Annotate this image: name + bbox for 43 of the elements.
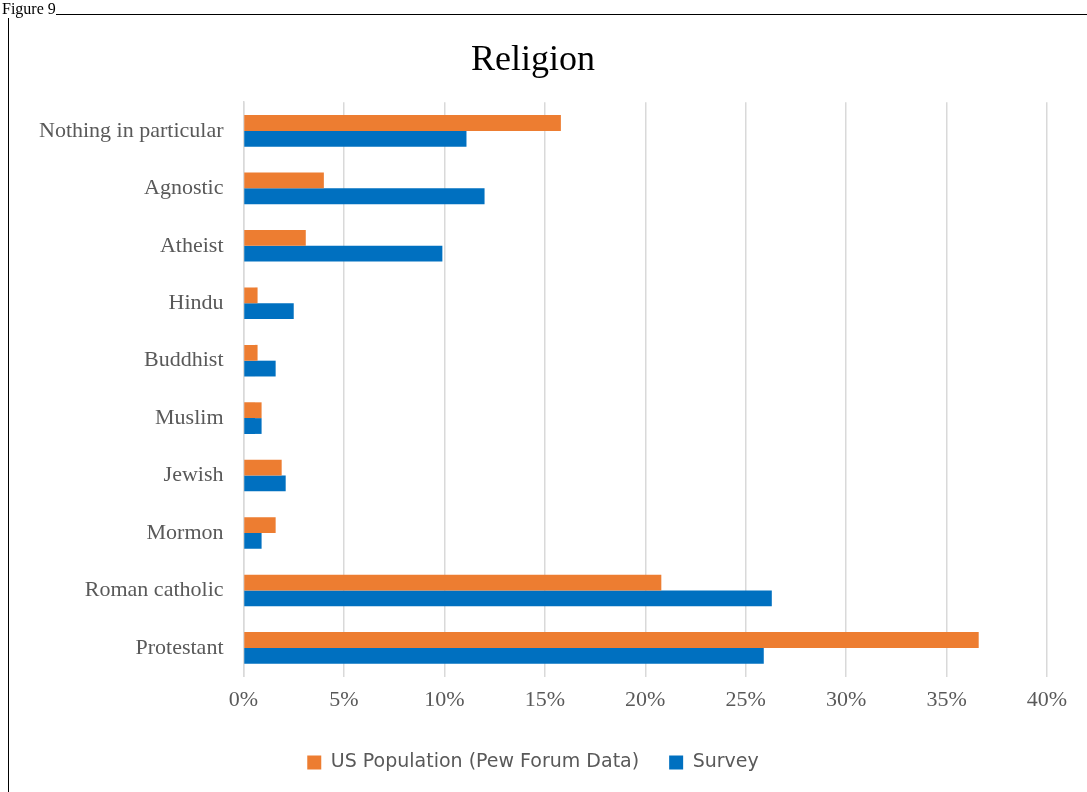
y-tick-label: Protestant: [135, 633, 224, 659]
bar: [244, 418, 262, 434]
x-tick-label: 10%: [424, 685, 465, 711]
y-tick-label: Jewish: [163, 461, 224, 487]
x-tick-label: 5%: [329, 685, 359, 711]
bar: [244, 115, 561, 131]
bar: [244, 230, 306, 246]
y-tick-label: Muslim: [155, 403, 224, 429]
chart-title: Religion: [471, 38, 595, 79]
x-tick-label: 40%: [1026, 685, 1068, 711]
bar: [244, 647, 764, 664]
y-tick-label: Roman catholic: [84, 576, 224, 602]
bar: [244, 517, 276, 533]
bar: [244, 360, 276, 377]
x-tick-label: 35%: [926, 685, 967, 711]
bar: [244, 188, 485, 205]
x-tick-label: 30%: [825, 685, 867, 711]
bar: [244, 590, 772, 607]
bar: [244, 130, 467, 147]
caption: Figure 9: [2, 0, 56, 18]
y-tick-label: Mormon: [146, 518, 224, 544]
bar: [244, 172, 324, 189]
x-tick-label: 20%: [625, 685, 666, 711]
bar: [244, 574, 662, 591]
x-tick-label: 25%: [725, 685, 766, 711]
y-tick-label: Atheist: [159, 231, 224, 257]
x-tick-label: 0%: [228, 685, 259, 711]
bar: [244, 459, 282, 476]
bar: [244, 533, 262, 549]
bar: [244, 303, 294, 320]
legend-label: US Population (Pew Forum Data): [330, 749, 640, 772]
bar: [244, 287, 258, 304]
legend-label: Survey: [692, 749, 759, 772]
y-tick-label: Agnostic: [144, 174, 224, 200]
y-tick-label: Buddhist: [144, 346, 224, 372]
y-tick-label: Nothing in particular: [38, 116, 225, 142]
bar: [244, 344, 258, 361]
bar: [244, 245, 443, 262]
bar: [244, 632, 979, 648]
y-tick-label: Hindu: [168, 289, 224, 315]
x-tick-label: 15%: [524, 685, 565, 711]
bar: [244, 402, 262, 419]
bar: [244, 475, 286, 492]
